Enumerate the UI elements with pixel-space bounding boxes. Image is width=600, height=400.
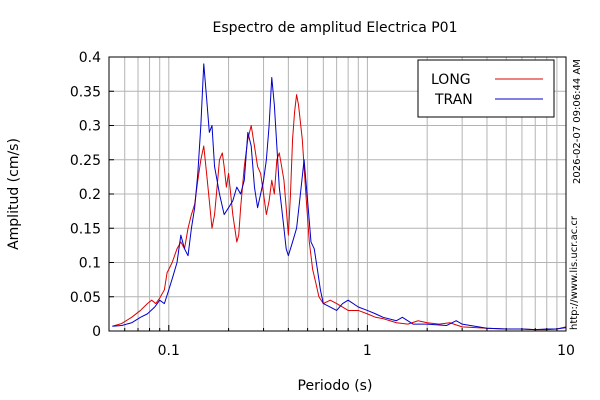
y-axis-label: Amplitud (cm/s) [6,138,22,250]
x-tick-label: 10 [557,343,575,359]
y-tick-label: 0.3 [79,119,101,135]
series-lines [112,63,567,331]
y-tick-label: 0 [92,324,101,340]
tick-labels: 0 0.05 0.1 0.15 0.2 0.25 0.3 0.35 0.4 0.1 1 10 [70,50,575,359]
x-tick-label: 1 [363,343,372,359]
legend-label-long: LONG [431,72,471,88]
y-tick-label: 0.4 [79,50,101,66]
y-tick-label: 0.1 [79,256,101,272]
legend-label-tran: TRAN [434,92,473,108]
x-axis-label: Periodo (s) [298,378,373,394]
y-tick-label: 0.25 [70,153,101,169]
x-tick-label: 0.1 [158,343,180,359]
source-url-label: http://www.lis.ucr.ac.cr [569,216,580,330]
timestamp-label: 2026-02-07 09:06:44 AM [572,59,583,184]
y-tick-label: 0.15 [70,221,101,237]
series-line-long [112,94,567,331]
legend: LONG TRAN [417,59,555,118]
y-tick-label: 0.35 [70,84,101,100]
y-tick-label: 0.2 [79,187,101,203]
axis-ticks [109,56,567,332]
chart-title: Espectro de amplitud Electrica P01 [213,20,458,36]
series-line-tran [112,63,567,331]
legend-box [417,59,555,118]
y-tick-label: 0.05 [70,290,101,306]
